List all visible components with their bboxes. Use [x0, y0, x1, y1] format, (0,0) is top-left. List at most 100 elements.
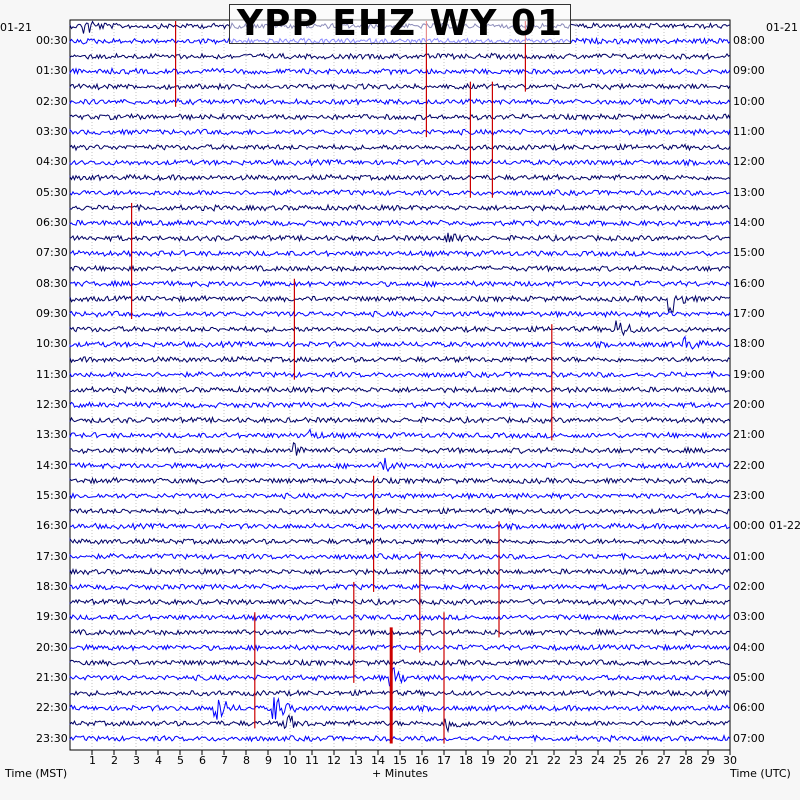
left-time-label: 22:30 — [36, 701, 68, 715]
seismic-traces — [69, 20, 731, 743]
left-time-label: 12:30 — [36, 398, 68, 411]
trace-row-34 — [69, 537, 731, 546]
right-time-label: 12:00 — [733, 155, 765, 169]
trace-row-30 — [69, 476, 731, 485]
trace-row-47 — [69, 734, 731, 743]
x-tick-label-17: 17 — [437, 754, 451, 767]
plot-frame — [69, 19, 731, 751]
left-time-label: 05:30 — [36, 185, 68, 199]
x-tick-label-12: 12 — [327, 754, 341, 767]
trace-row-43 — [69, 666, 731, 688]
trace-row-45 — [69, 697, 731, 720]
trace-row-32 — [69, 506, 731, 516]
x-axis-label: + Minutes — [372, 767, 429, 780]
x-tick-label-29: 29 — [701, 754, 715, 767]
x-tick-label-5: 5 — [177, 754, 184, 767]
trace-row-36 — [69, 567, 731, 576]
x-tick-label-14: 14 — [371, 754, 385, 767]
x-tick-label-22: 22 — [547, 754, 561, 767]
left-time-label: 02:30 — [36, 94, 68, 108]
trace-row-25 — [69, 400, 731, 410]
trace-row-38 — [69, 597, 731, 607]
left-time-label: 16:30 — [36, 519, 68, 533]
left-time-label: 15:30 — [36, 488, 68, 502]
trace-row-19 — [69, 310, 731, 319]
right-time-label: 18:00 — [733, 337, 765, 351]
trace-row-20 — [69, 320, 731, 337]
trace-row-9 — [69, 158, 731, 167]
trace-row-23 — [69, 370, 731, 379]
trace-row-15 — [69, 249, 731, 258]
x-tick-label-28: 28 — [679, 754, 693, 767]
right-time-label: 10:00 — [733, 94, 765, 108]
left-time-label: 11:30 — [36, 367, 68, 381]
trace-row-3 — [69, 66, 731, 76]
trace-row-29 — [69, 457, 731, 473]
x-tick-label-18: 18 — [459, 754, 473, 767]
right-time-label: 15:00 — [733, 246, 765, 260]
trace-row-39 — [69, 613, 731, 622]
trace-row-26 — [69, 415, 731, 425]
right-time-label: 07:00 — [733, 731, 765, 745]
right-time-label: 00:00 — [733, 519, 765, 533]
x-tick-label-4: 4 — [155, 754, 162, 767]
right-time-label: 23:00 — [733, 488, 765, 502]
right-time-label: 21:00 — [733, 428, 765, 442]
trace-row-33 — [69, 522, 731, 531]
right-time-label: 09:00 — [733, 64, 765, 78]
trace-row-12 — [69, 203, 731, 213]
left-time-label: 00:30 — [36, 34, 68, 48]
trace-row-46 — [69, 714, 731, 734]
left-time-label: 04:30 — [36, 155, 68, 169]
trace-row-35 — [69, 552, 731, 561]
x-tick-label-25: 25 — [613, 754, 627, 767]
left-time-label: 18:30 — [36, 579, 68, 593]
x-tick-label-8: 8 — [243, 754, 250, 767]
x-tick-label-27: 27 — [657, 754, 671, 767]
x-tick-label-9: 9 — [265, 754, 272, 767]
right-start-date-label: 01-21 — [766, 21, 798, 34]
x-tick-label-11: 11 — [305, 754, 319, 767]
x-tick-label-19: 19 — [481, 754, 495, 767]
x-tick-label-21: 21 — [525, 754, 539, 767]
right-time-label: 08:00 — [733, 34, 765, 48]
left-time-label: 17:30 — [36, 549, 68, 563]
trace-row-40 — [69, 627, 731, 637]
trace-row-8 — [69, 143, 731, 152]
trace-row-21 — [69, 335, 731, 350]
right-time-label: 17:00 — [733, 307, 765, 321]
right-time-label: 20:00 — [733, 398, 765, 411]
right-time-label: 14:00 — [733, 216, 765, 230]
left-time-label: 08:30 — [36, 276, 68, 290]
left-time-label: 19:30 — [36, 610, 68, 624]
trace-row-10 — [69, 173, 731, 182]
trace-row-42 — [69, 658, 731, 667]
right-time-label: 06:00 — [733, 701, 765, 715]
minute-markers — [131, 21, 553, 744]
left-time-label: 13:30 — [36, 428, 68, 442]
x-tick-label-7: 7 — [221, 754, 228, 767]
left-time-label: 10:30 — [36, 337, 68, 351]
x-tick-label-23: 23 — [569, 754, 583, 767]
x-tick-label-15: 15 — [393, 754, 407, 767]
chart-title-box: YPP EHZ WY 01 — [229, 4, 571, 44]
x-tick-label-13: 13 — [349, 754, 363, 767]
left-date-label: 01-21 — [0, 21, 32, 34]
trace-row-27 — [69, 428, 731, 440]
chart-title: YPP EHZ WY 01 — [236, 3, 564, 44]
x-tick-label-6: 6 — [199, 754, 206, 767]
trace-row-6 — [69, 112, 731, 122]
left-time-label: 20:30 — [36, 640, 68, 654]
x-tick-label-20: 20 — [503, 754, 517, 767]
trace-row-31 — [69, 491, 731, 501]
trace-row-11 — [69, 188, 731, 197]
right-time-label: 19:00 — [733, 367, 765, 381]
right-time-label: 11:00 — [733, 125, 765, 139]
left-time-label: 06:30 — [36, 216, 68, 230]
right-time-label: 01:00 — [733, 549, 765, 563]
trace-row-4 — [69, 82, 731, 91]
trace-row-44 — [69, 688, 731, 698]
trace-row-17 — [69, 279, 731, 288]
left-axis-label: Time (MST) — [5, 767, 68, 780]
